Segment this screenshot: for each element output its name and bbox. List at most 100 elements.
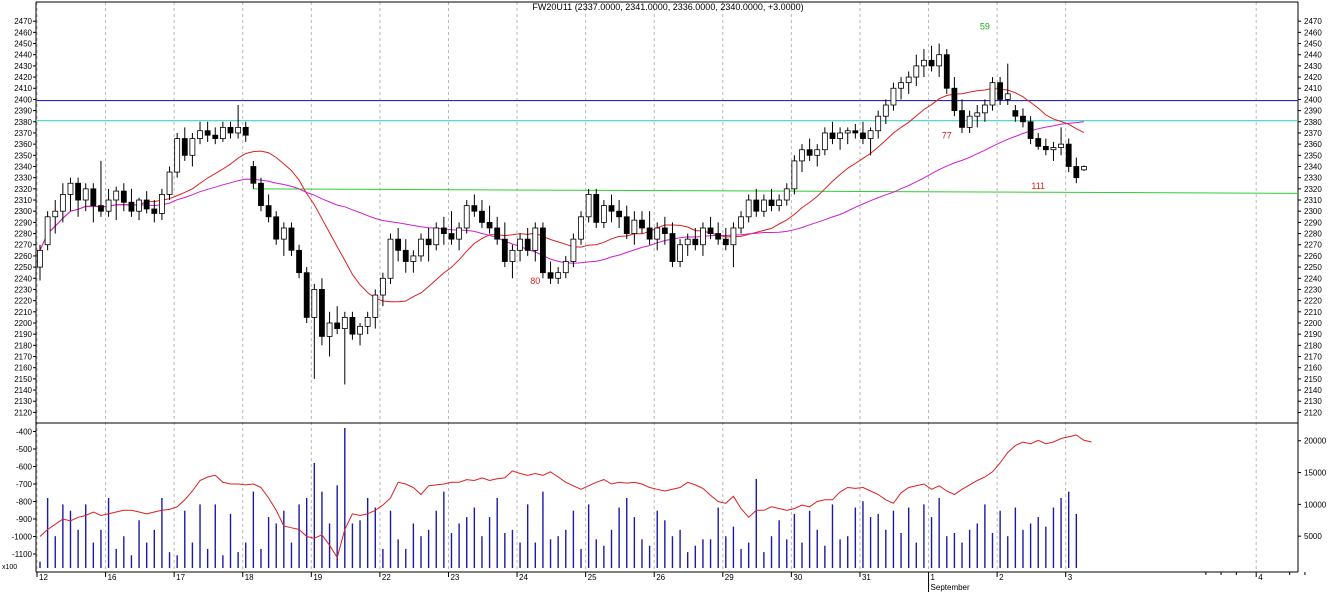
candle-body-down <box>258 182 264 207</box>
candle-body-down <box>806 149 813 156</box>
date-label: 19 <box>313 573 322 582</box>
annotation-label: 80 <box>530 276 540 286</box>
candle-body-down <box>425 238 432 246</box>
candle <box>608 194 615 223</box>
y-tick-label: 2200 <box>1304 319 1322 328</box>
candle <box>471 194 478 217</box>
price-axis-right: 2120 2130 2140 2150 2160 2170 2180 2190 2200 2210… <box>1298 17 1322 417</box>
y-tick-label: 2470 <box>14 17 32 26</box>
candle <box>745 194 752 223</box>
candle <box>555 267 562 284</box>
candle <box>981 99 988 122</box>
candle-body-up <box>677 244 683 262</box>
candle-body-up <box>875 115 882 132</box>
candle <box>479 200 485 228</box>
candle-body-down <box>593 194 600 223</box>
candle-body-down <box>524 238 531 251</box>
candle-body-down <box>852 130 859 134</box>
candle-body-down <box>319 289 325 337</box>
candle <box>387 233 394 284</box>
candle <box>418 233 424 262</box>
candle <box>273 211 280 245</box>
candle-body-up <box>654 227 661 240</box>
candle-body-down <box>1020 115 1026 123</box>
y-tick-label: 2420 <box>14 73 32 82</box>
candle-body-down <box>669 233 676 262</box>
y-tick-label: 2430 <box>14 62 32 71</box>
candle <box>357 322 363 346</box>
candle <box>82 183 89 212</box>
candle-body-up <box>730 227 737 246</box>
candle <box>440 216 447 245</box>
candle-body-up <box>136 199 142 212</box>
volume-tick-label: 20000 <box>1304 437 1327 446</box>
candle-body-down <box>829 132 836 139</box>
date-label: 29 <box>725 573 734 582</box>
candle-body-down <box>646 227 653 240</box>
candle-body-down <box>959 110 965 128</box>
date-label: 2 <box>999 573 1004 582</box>
candle-body-down <box>715 233 722 240</box>
candle-body-down <box>227 126 234 134</box>
candle <box>303 267 310 323</box>
y-tick-label: 2380 <box>14 118 32 127</box>
candle <box>677 239 683 268</box>
candle-body-down <box>479 210 485 223</box>
y-tick-label: 2350 <box>14 151 32 160</box>
candle <box>791 155 798 195</box>
candle <box>821 127 828 156</box>
candle <box>326 311 333 357</box>
candle <box>1004 63 1011 106</box>
candle-body-up <box>570 238 577 262</box>
candle <box>456 222 463 251</box>
y-tick-label: 2370 <box>14 129 32 138</box>
moving-average-slow <box>39 121 1084 264</box>
candle-body-up <box>1004 93 1011 100</box>
candle <box>37 244 43 281</box>
y-tick-label: 2120 <box>1304 408 1322 417</box>
candle-body-down <box>997 82 1004 100</box>
candle <box>311 283 318 379</box>
candle <box>501 222 508 268</box>
candle-body-up <box>113 190 120 201</box>
date-label: 22 <box>382 573 391 582</box>
y-tick-label: 2370 <box>1304 129 1322 138</box>
oscillator-line <box>39 434 1092 559</box>
candle <box>616 200 623 228</box>
y-tick-label: 2180 <box>1304 341 1322 350</box>
candle-body-up <box>905 76 912 84</box>
candle <box>463 200 470 234</box>
candle-body-down <box>120 190 127 203</box>
candle-body-up <box>921 59 927 67</box>
y-tick-label: 2320 <box>1304 185 1322 194</box>
candle-body-up <box>311 289 318 318</box>
candle <box>913 54 920 87</box>
y-tick-label: 2320 <box>14 185 32 194</box>
osc-tick-label: -1100 <box>12 550 32 559</box>
y-tick-label: 2240 <box>1304 274 1322 283</box>
candle <box>882 99 889 125</box>
candle-body-up <box>509 249 516 262</box>
candle <box>212 127 219 145</box>
candle <box>486 205 493 234</box>
candle-body-up <box>799 149 805 162</box>
candle <box>1073 157 1080 184</box>
candle-body-down <box>212 134 219 139</box>
candle <box>898 77 904 100</box>
candle-body-up <box>966 115 973 128</box>
candle-body-down <box>486 221 493 229</box>
candle-body-up <box>890 87 897 106</box>
candle <box>837 127 843 150</box>
candle-body-down <box>1073 166 1080 179</box>
candle-body-down <box>540 227 546 274</box>
candle <box>669 222 676 268</box>
candle <box>174 132 181 178</box>
candle <box>189 132 196 167</box>
y-tick-label: 2390 <box>14 107 32 116</box>
candle <box>319 278 325 346</box>
candle <box>654 222 661 251</box>
candle-body-up <box>67 182 74 195</box>
candle <box>692 227 699 251</box>
candle <box>242 121 249 142</box>
